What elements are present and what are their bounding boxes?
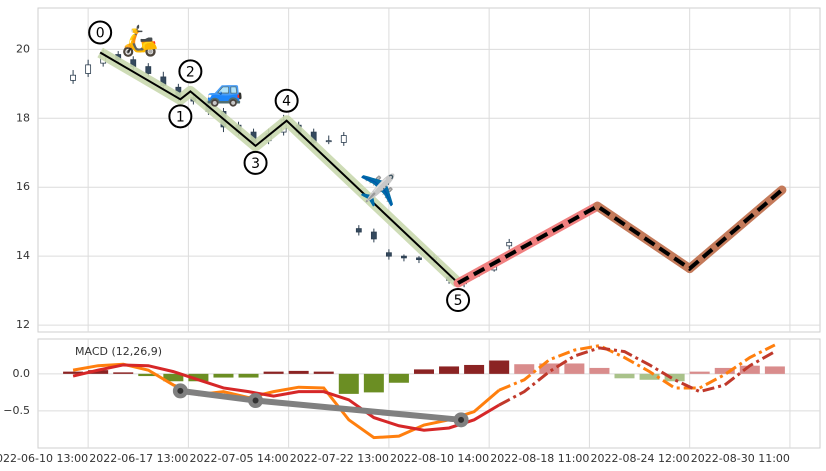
candle-body (385, 252, 392, 257)
histogram-bar (764, 366, 785, 374)
histogram-bar (163, 373, 184, 382)
candle-body (85, 64, 92, 74)
macd-line (498, 346, 776, 407)
candle-body (416, 257, 422, 261)
histogram-bar (363, 373, 384, 393)
histogram-bar (489, 360, 510, 374)
trend-line (179, 387, 462, 423)
candle-body (340, 135, 347, 143)
x-tick-label: 2022-08-30 11:00 (691, 452, 790, 465)
macd-title: MACD (12,26,9) (75, 345, 162, 358)
y-tick-label: 14 (16, 249, 30, 262)
annotation-icon: 🛵 (121, 24, 158, 59)
y-tick-label: 12 (16, 318, 30, 331)
histogram-bar (213, 373, 234, 378)
x-tick-label: 2022-06-10 13:00 (0, 452, 88, 465)
wave-halo (97, 47, 462, 288)
trend-point-core (252, 397, 259, 404)
histogram-bar (464, 364, 485, 374)
y-tick-label: 0.0 (13, 367, 31, 380)
histogram-bar (539, 363, 560, 374)
wave-label: 3 (251, 156, 260, 172)
top-panel (37, 7, 821, 333)
histogram-bar (288, 370, 309, 374)
candle-body (506, 241, 513, 247)
annotation-icon: 🚙 (206, 74, 243, 109)
wave-label-circle (274, 88, 299, 113)
wave-label: 0 (96, 25, 105, 41)
y-tick-label: 20 (16, 42, 30, 55)
histogram-bar (714, 367, 735, 374)
macd-line (498, 343, 776, 392)
histogram-bar (664, 373, 685, 382)
wave-line (99, 51, 459, 284)
histogram-bar (614, 373, 635, 379)
x-tick-label: 2022-07-22 13:00 (290, 452, 389, 465)
candle-body (370, 231, 377, 240)
candle-body (355, 228, 362, 233)
histogram-bar (63, 371, 84, 374)
x-tick-label: 2022-08-10 14:00 (390, 452, 489, 465)
x-tick-label: 2022-07-05 14:00 (190, 452, 289, 465)
y-tick-label: 18 (16, 111, 30, 124)
wave-label-circle (178, 59, 203, 84)
histogram-bar (138, 373, 159, 377)
x-tick-label: 2022-06-17 13:00 (89, 452, 188, 465)
wave-label: 5 (454, 293, 463, 309)
x-tick-label: 2022-08-24 12:00 (591, 452, 690, 465)
histogram-bar (439, 366, 460, 374)
histogram-bar (238, 373, 259, 378)
trend-point-core (177, 387, 184, 394)
annotation-icon: ✈️ (359, 172, 396, 209)
histogram-bar (689, 371, 710, 374)
histogram-bar (338, 373, 359, 394)
wave-label: 1 (176, 109, 185, 125)
trend-point-core (458, 416, 465, 423)
x-tick-label: 2022-08-18 11:00 (490, 452, 589, 465)
candle-body (70, 74, 76, 81)
wave-label: 4 (282, 94, 291, 110)
histogram-bar (113, 372, 134, 374)
histogram-bar (313, 371, 334, 374)
histogram-bar (88, 370, 109, 374)
wave-label: 2 (186, 64, 195, 80)
projection-segment (592, 201, 695, 274)
projection-line (457, 188, 784, 285)
y-tick-label: 16 (16, 180, 30, 193)
y-tick-label: −0.5 (3, 404, 30, 417)
histogram-bar (263, 371, 284, 374)
wave-label-circle (168, 104, 193, 129)
wave-label-circle (446, 288, 471, 313)
macd-panel (37, 338, 821, 449)
macd-line (72, 362, 501, 440)
wave-label-circle (88, 20, 113, 45)
candle-body (145, 66, 152, 74)
histogram-bar (639, 373, 660, 380)
histogram-bar (589, 367, 610, 374)
candle-body (401, 255, 407, 259)
histogram-bar (564, 363, 585, 374)
macd-line (72, 363, 500, 432)
histogram-bar (188, 373, 209, 382)
histogram-bar (514, 364, 535, 374)
candle-body (325, 140, 332, 143)
histogram-bar (739, 365, 760, 374)
histogram-bar (413, 369, 434, 374)
histogram-bar (388, 373, 409, 383)
wave-label-circle (243, 150, 268, 175)
